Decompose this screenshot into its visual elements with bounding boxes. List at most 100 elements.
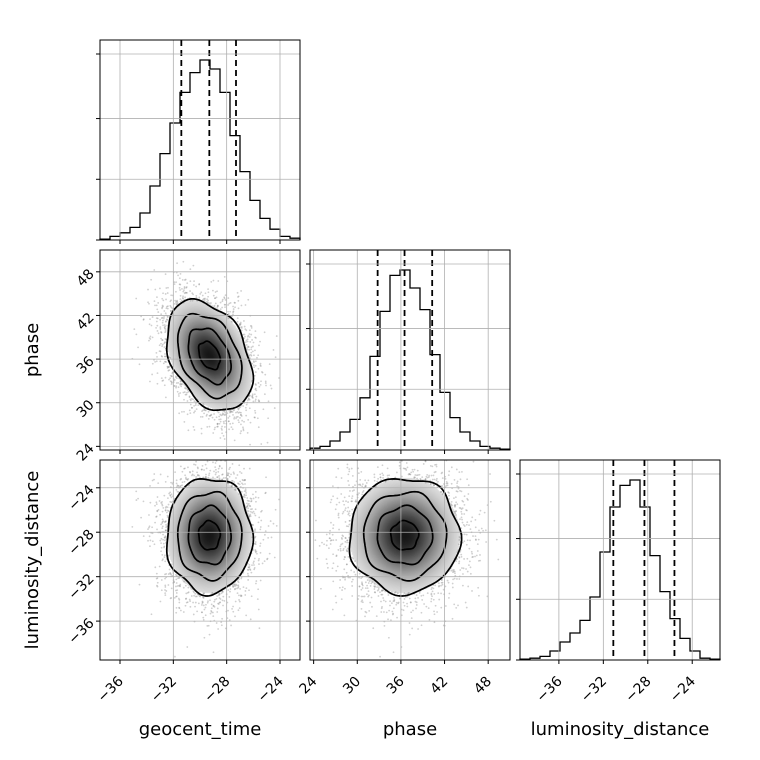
sample-point <box>261 509 263 512</box>
sample-point <box>182 611 185 613</box>
sample-point <box>165 298 167 301</box>
sample-point <box>166 475 169 478</box>
sample-point <box>186 391 188 394</box>
sample-point <box>164 355 167 358</box>
sample-point <box>435 479 438 482</box>
sample-point <box>163 355 166 358</box>
sample-point <box>250 595 253 598</box>
sample-point <box>405 462 408 464</box>
contour-level <box>176 312 243 400</box>
sample-point <box>262 408 265 411</box>
sample-point <box>272 349 275 351</box>
sample-point <box>184 387 186 390</box>
sample-point <box>270 536 273 539</box>
sample-point <box>205 467 208 470</box>
sample-point <box>191 292 194 295</box>
sample-point <box>189 605 192 608</box>
sample-point <box>175 302 178 305</box>
sample-point <box>437 592 440 594</box>
sample-point <box>160 342 162 345</box>
sample-point <box>250 325 253 328</box>
sample-point <box>151 373 154 376</box>
sample-point <box>373 582 376 585</box>
sample-point <box>251 523 254 526</box>
sample-point <box>438 454 440 456</box>
sample-point <box>155 501 158 504</box>
sample-point <box>461 567 463 569</box>
sample-point <box>268 552 271 555</box>
sample-point <box>157 332 160 335</box>
sample-point <box>180 380 182 382</box>
sample-point <box>465 509 467 511</box>
sample-point <box>187 591 190 594</box>
sample-point <box>387 594 390 596</box>
sample-point <box>186 291 188 294</box>
sample-point <box>208 302 211 305</box>
sample-point <box>182 295 184 298</box>
sample-point <box>160 537 163 540</box>
sample-point <box>251 362 254 365</box>
sample-point <box>233 583 236 586</box>
sample-point <box>359 483 361 486</box>
sample-point <box>221 413 224 416</box>
sample-point <box>361 584 364 587</box>
sample-point <box>151 526 154 529</box>
sample-point <box>192 398 195 401</box>
sample-point <box>224 460 227 462</box>
sample-point <box>148 323 151 326</box>
sample-point <box>148 526 150 529</box>
sample-point <box>151 362 154 365</box>
sample-point <box>373 591 376 594</box>
sample-point <box>243 320 245 322</box>
sample-point <box>246 502 248 505</box>
sample-point <box>376 589 379 592</box>
sample-point <box>183 480 186 483</box>
sample-point <box>233 301 236 304</box>
sample-point <box>208 414 211 417</box>
sample-point <box>175 290 177 293</box>
sample-point <box>191 470 194 473</box>
sample-point <box>385 611 388 614</box>
sample-point <box>226 472 229 475</box>
sample-point <box>249 357 251 360</box>
sample-point <box>453 444 455 446</box>
sample-point <box>454 512 457 514</box>
sample-point <box>164 360 166 363</box>
sample-point <box>188 484 190 486</box>
sample-point <box>223 414 226 416</box>
sample-point <box>189 403 192 406</box>
sample-point <box>240 490 243 493</box>
sample-point <box>245 614 248 617</box>
sample-point <box>194 601 197 604</box>
sample-point <box>380 611 383 613</box>
sample-point <box>341 538 343 540</box>
sample-point <box>177 484 180 487</box>
sample-point <box>242 429 245 432</box>
sample-point <box>221 298 224 301</box>
sample-point <box>471 552 474 555</box>
sample-point <box>342 549 345 552</box>
sample-point <box>430 593 433 596</box>
x-tick-label: 42 <box>427 674 451 698</box>
sample-point <box>189 299 192 302</box>
sample-point <box>422 463 425 465</box>
sample-point <box>206 300 208 303</box>
sample-point <box>248 329 251 332</box>
sample-point <box>155 304 158 307</box>
sample-point <box>458 536 461 538</box>
sample-point <box>154 288 157 291</box>
sample-point <box>344 537 347 540</box>
sample-point <box>347 513 350 516</box>
sample-point <box>164 573 166 576</box>
sample-point <box>380 607 383 610</box>
sample-point <box>448 470 451 473</box>
sample-point <box>201 464 204 467</box>
sample-point <box>243 494 246 497</box>
y-tick-label: 30 <box>74 397 98 421</box>
sample-point <box>261 371 264 374</box>
sample-point <box>196 466 199 469</box>
sample-point <box>408 597 411 600</box>
sample-point <box>202 297 205 300</box>
sample-point <box>218 477 221 480</box>
sample-point <box>170 481 172 484</box>
